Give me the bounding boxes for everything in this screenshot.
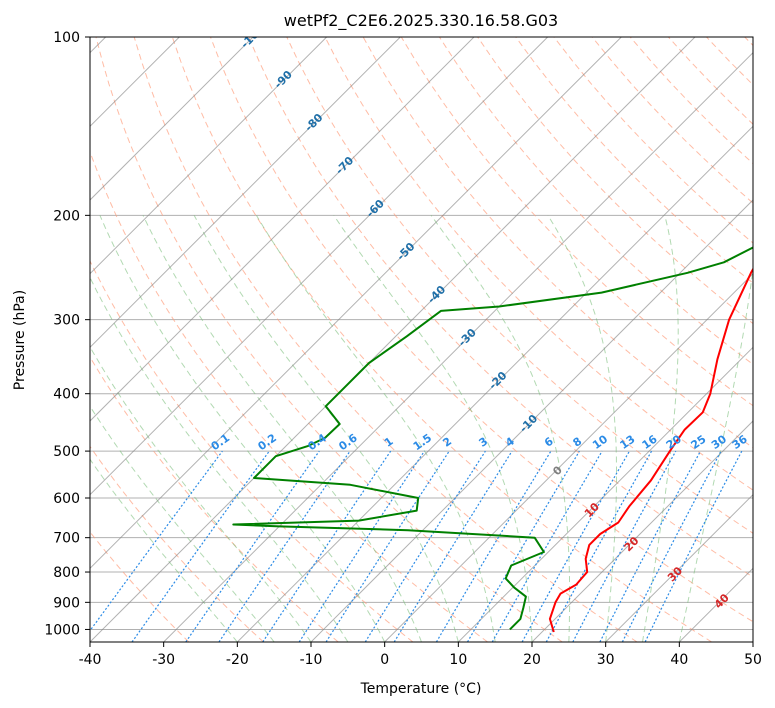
- mixing-ratio-line: [521, 450, 631, 642]
- x-tick-label: 0: [380, 652, 389, 668]
- dry-adiabat-line: [248, 37, 753, 578]
- mixing-ratio-line: [325, 450, 450, 642]
- y-tick-label: 600: [53, 491, 80, 507]
- x-tick-label: 50: [744, 652, 762, 668]
- isotherm-line: [605, 493, 753, 642]
- moist-adiabat-line: [547, 215, 617, 642]
- mixing-ratio-line: [572, 450, 677, 642]
- dry-adiabat-line: [90, 445, 264, 642]
- y-tick-label: 200: [53, 208, 80, 224]
- isotherm-line: [310, 199, 753, 642]
- isotherm-line: [531, 420, 753, 642]
- dry-adiabat-line: [90, 259, 414, 642]
- y-tick-label: 100: [53, 30, 80, 46]
- mixing-ratio-line: [90, 450, 223, 632]
- moist-adiabat-line: [99, 215, 386, 642]
- moist-adiabat-line: [642, 215, 679, 642]
- moist-adiabat-line: [90, 405, 275, 642]
- isotherm-line: [236, 125, 753, 642]
- dry-adiabat-line: [133, 37, 638, 642]
- x-tick-label: 20: [523, 652, 541, 668]
- isotherm-line: [90, 37, 254, 201]
- plot-frame: [89, 36, 754, 643]
- y-tick-label: 800: [53, 565, 80, 581]
- isotherm-line: [90, 37, 622, 570]
- mixing-ratio-line: [491, 450, 603, 642]
- dry-adiabat-line: [95, 37, 563, 642]
- profiles: [232, 246, 753, 633]
- x-tick-label: -10: [300, 652, 323, 668]
- y-tick-label: 300: [53, 313, 80, 329]
- x-tick-label: -40: [79, 652, 102, 668]
- dry-adiabat-line: [515, 37, 753, 284]
- dry-adiabat-line: [324, 37, 753, 491]
- y-tick-label: 400: [53, 387, 80, 403]
- mixing-ratio-line: [262, 450, 392, 642]
- mixing-ratio-line: [393, 450, 513, 642]
- mixing-ratio-line: [545, 450, 653, 642]
- y-axis-label: Pressure (hPa): [12, 290, 28, 390]
- isotherm-line: [384, 272, 753, 642]
- dry-adiabat-line: [90, 356, 339, 642]
- chart-title: wetPf2_C2E6.2025.330.16.58.G03: [284, 11, 558, 31]
- mixing-ratio-line: [218, 450, 351, 642]
- y-tick-label: 700: [53, 531, 80, 547]
- isotherm-line: [163, 51, 753, 642]
- isotherm-line: [90, 37, 475, 422]
- moist-adiabat-line: [90, 458, 238, 642]
- axes: -40 -30 -20 -10 0 10 20 30 40 50 100 200 300 400 500 60…: [44, 30, 762, 668]
- dry-adiabat-line: [286, 37, 753, 534]
- moist-adiabat-line: [142, 215, 422, 642]
- dry-adiabat-line: [171, 37, 712, 642]
- isotherm-line: [90, 37, 696, 642]
- x-tick-label: 10: [449, 652, 467, 668]
- x-tick-label: 40: [670, 652, 688, 668]
- mixing-ratio-line: [185, 450, 320, 642]
- dry-adiabat-line: [210, 37, 753, 623]
- temperature-profile-line: [548, 267, 753, 633]
- moist-adiabat-line: [430, 215, 571, 642]
- y-tick-label: 1000: [44, 622, 80, 638]
- y-tick-label: 500: [53, 444, 80, 460]
- background-lines: [90, 37, 753, 642]
- x-tick-label: -20: [226, 652, 249, 668]
- moist-adiabat-line: [90, 345, 312, 642]
- mixing-ratio-line: [131, 450, 270, 642]
- isotherm-line: [90, 37, 549, 496]
- mixing-ratio-line: [644, 450, 743, 642]
- moist-adiabat-line: [193, 215, 459, 642]
- y-tick-label: 900: [53, 595, 80, 611]
- isotherm-line: [457, 346, 753, 642]
- mixing-ratio-line: [621, 450, 722, 642]
- x-tick-label: 30: [597, 652, 615, 668]
- moist-adiabat-line: [333, 215, 533, 642]
- x-axis-label: Temperature (°C): [360, 681, 482, 697]
- x-tick-label: -30: [152, 652, 175, 668]
- moist-adiabat-line: [678, 265, 753, 642]
- isotherm-line: [90, 37, 328, 275]
- isotherm-line: [90, 37, 401, 349]
- dewpoint-profile-line: [232, 246, 753, 631]
